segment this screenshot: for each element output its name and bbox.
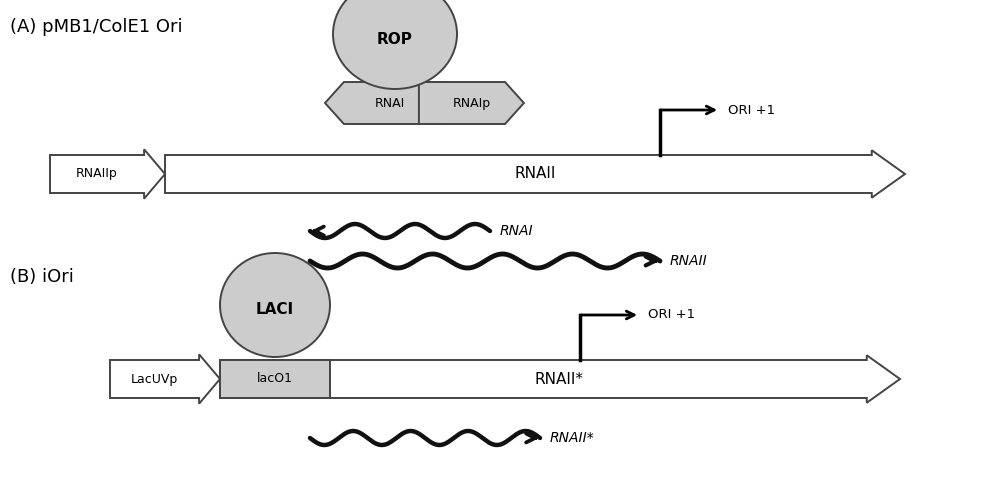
Polygon shape — [325, 82, 445, 124]
Polygon shape — [220, 355, 900, 403]
Polygon shape — [110, 355, 220, 404]
Text: RNAII: RNAII — [670, 254, 708, 268]
Text: (A) pMB1/ColE1 Ori: (A) pMB1/ColE1 Ori — [10, 18, 183, 36]
Polygon shape — [419, 82, 524, 124]
Polygon shape — [50, 149, 165, 199]
Polygon shape — [165, 150, 905, 198]
Text: ROP: ROP — [377, 31, 413, 47]
Text: RNAIp: RNAIp — [452, 97, 490, 109]
Text: RNAIIp: RNAIIp — [76, 167, 118, 181]
Text: LACI: LACI — [256, 302, 294, 318]
Text: RNAI: RNAI — [375, 97, 405, 109]
Ellipse shape — [333, 0, 457, 89]
Text: ORI +1: ORI +1 — [648, 308, 695, 322]
Text: LacUVp: LacUVp — [131, 373, 178, 385]
Text: RNAII*: RNAII* — [550, 431, 595, 445]
Text: RNAII*: RNAII* — [535, 372, 584, 386]
Text: (B) iOri: (B) iOri — [10, 268, 74, 286]
Text: RNAII: RNAII — [514, 166, 556, 182]
Ellipse shape — [220, 253, 330, 357]
Text: ORI +1: ORI +1 — [728, 104, 775, 116]
Bar — [220, 360, 330, 398]
Text: lacO1: lacO1 — [257, 373, 293, 385]
Text: RNAI: RNAI — [500, 224, 534, 238]
